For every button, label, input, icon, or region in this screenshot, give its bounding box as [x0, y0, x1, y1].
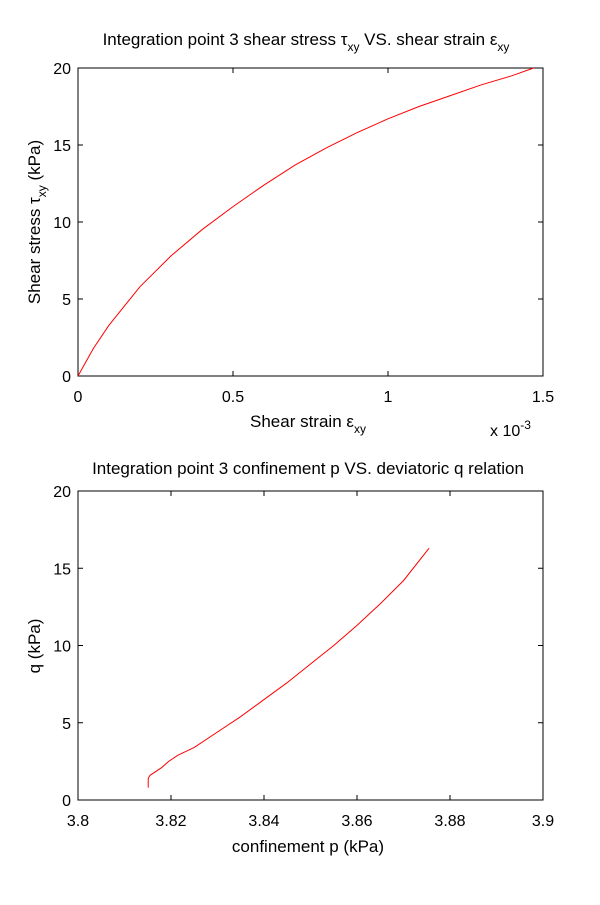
x-tick-label: 1.5: [532, 389, 554, 406]
chart2-series: [147, 547, 430, 788]
y-tick-label: 20: [53, 61, 71, 78]
chart1-series: [77, 67, 534, 377]
chart-confinement-deviatoric: Integration point 3 confinement p VS. de…: [25, 459, 554, 856]
y-tick-label: 5: [62, 716, 71, 733]
chart1-x-tick-labels: 0 0.5 1 1.5: [74, 389, 555, 406]
y-tick-label: 0: [62, 369, 71, 386]
x-tick-label: 0.5: [222, 389, 244, 406]
y-tick-label: 15: [53, 138, 71, 155]
x-tick-label: 1: [384, 389, 393, 406]
series-line: [77, 67, 534, 377]
chart2-y-tick-labels: 0 5 10 15 20: [53, 484, 71, 810]
chart1-y-axis-label: Shear stress τxy (kPa): [25, 140, 49, 304]
chart1-x-multiplier: x 10-3: [490, 418, 531, 440]
x-tick-label: 3.84: [248, 813, 279, 830]
x-tick-label: 3.82: [155, 813, 186, 830]
y-tick-label: 10: [53, 639, 71, 656]
x-tick-label: 3.88: [434, 813, 465, 830]
y-tick-label: 15: [53, 561, 71, 578]
y-tick-label: 0: [62, 793, 71, 810]
y-tick-label: 5: [62, 292, 71, 309]
chart2-x-axis-label: confinement p (kPa): [232, 837, 384, 856]
chart1-y-tick-labels: 0 5 10 15 20: [53, 61, 71, 386]
chart2-y-axis-label: q (kPa): [25, 619, 44, 674]
chart1-title: Integration point 3 shear stress τxy VS.…: [103, 30, 510, 54]
x-tick-label: 3.9: [532, 813, 554, 830]
chart1-ticks: [77, 67, 544, 377]
x-tick-label: 0: [74, 389, 83, 406]
chart2-ticks: [77, 490, 544, 801]
chart2-plot-area: [77, 490, 544, 801]
chart1-x-axis-label: Shear strain εxy: [250, 412, 366, 436]
chart2-x-tick-labels: 3.8 3.82 3.84 3.86 3.88 3.9: [67, 813, 554, 830]
x-tick-label: 3.86: [341, 813, 372, 830]
chart1-plot-area: [77, 67, 544, 377]
x-tick-label: 3.8: [67, 813, 89, 830]
chart-shear-stress-strain: Integration point 3 shear stress τxy VS.…: [25, 30, 554, 440]
series-line: [147, 547, 430, 788]
y-tick-label: 20: [53, 484, 71, 501]
chart2-title: Integration point 3 confinement p VS. de…: [92, 459, 524, 478]
y-tick-label: 10: [53, 215, 71, 232]
